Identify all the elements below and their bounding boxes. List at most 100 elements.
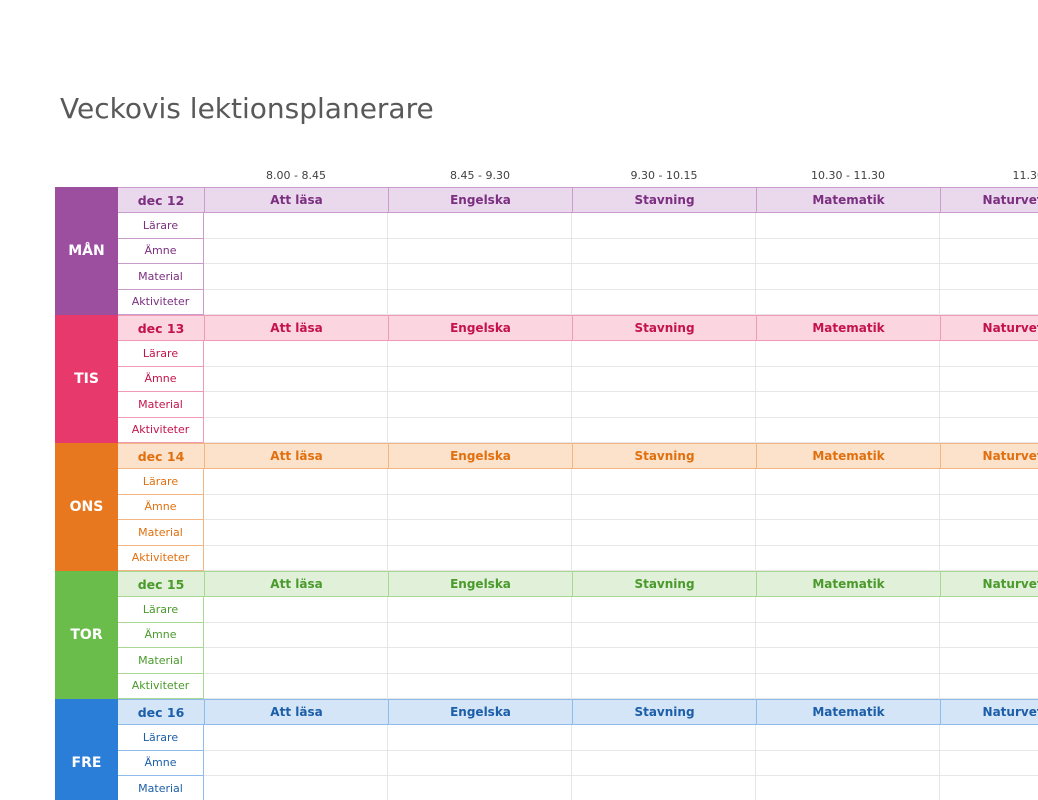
row-label: Ämne [118,238,204,264]
lesson-cell [756,673,940,699]
subject-header: Stavning [572,571,756,597]
lesson-cell [940,392,1038,418]
lesson-cell [756,648,940,674]
day-name: TOR [55,571,118,699]
lesson-cell [204,545,388,571]
row-label: Aktiviteter [118,417,204,443]
lesson-cell [940,290,1038,315]
lesson-cell [572,648,756,674]
row-label: Aktiviteter [118,289,204,315]
lesson-cell [940,725,1038,751]
lesson-cell [388,213,572,239]
lesson-cell [204,648,388,674]
lesson-cell [756,289,940,315]
subject-header: Engelska [388,699,572,725]
time-header: 8.45 - 9.30 [450,168,510,182]
lesson-cell [756,264,940,290]
lesson-cell [204,264,388,290]
row-label: Material [118,520,204,546]
lesson-cell [388,417,572,443]
row-label: Lärare [118,469,204,495]
row-label: Ämne [118,366,204,392]
lesson-cell [572,238,756,264]
lesson-cell [388,776,572,800]
lesson-cell [940,546,1038,571]
subject-header: Engelska [388,443,572,469]
subject-header: Naturvetenska [940,571,1038,597]
lesson-cell [940,469,1038,495]
lesson-cell [572,776,756,800]
lesson-cell [572,673,756,699]
lesson-cell [204,289,388,315]
subject-header: Att läsa [204,315,388,341]
row-label: Ämne [118,622,204,648]
lesson-cell [572,341,756,367]
lesson-cell [388,366,572,392]
date-cell: dec 16 [118,699,204,725]
time-header: 9.30 - 10.15 [630,168,698,182]
lesson-cell [940,648,1038,674]
lesson-cell [388,597,572,623]
lesson-cell [756,213,940,239]
lesson-cell [756,776,940,800]
lesson-cell [756,545,940,571]
lesson-cell [940,751,1038,776]
row-label: Material [118,648,204,674]
lesson-cell [940,367,1038,392]
lesson-cell [572,597,756,623]
row-label: Lärare [118,725,204,751]
lesson-cell [940,495,1038,520]
lesson-cell [756,469,940,495]
row-label: Material [118,264,204,290]
subject-header: Naturvetenska [940,187,1038,213]
lesson-cell [388,494,572,520]
lesson-cell [756,341,940,367]
lesson-cell [572,417,756,443]
lesson-cell [204,213,388,239]
subject-header: Matematik [756,187,940,213]
lesson-cell [572,392,756,418]
lesson-cell [756,238,940,264]
lesson-cell [940,520,1038,546]
row-label: Lärare [118,341,204,367]
subject-header: Stavning [572,187,756,213]
day-name: TIS [55,315,118,443]
lesson-cell [204,392,388,418]
lesson-cell [388,520,572,546]
time-header: 8.00 - 8.45 [266,168,326,182]
subject-header: Matematik [756,443,940,469]
lesson-cell [756,622,940,648]
lesson-cell [572,366,756,392]
subject-header: Naturvetenska [940,443,1038,469]
lesson-cell [388,341,572,367]
row-label: Aktiviteter [118,545,204,571]
lesson-cell [756,725,940,751]
date-cell: dec 14 [118,443,204,469]
subject-header: Matematik [756,571,940,597]
subject-header: Engelska [388,187,572,213]
day-name: MÅN [55,187,118,315]
lesson-cell [388,725,572,751]
time-header: 11.30 - [1012,168,1038,182]
subject-header: Naturvetenska [940,699,1038,725]
lesson-cell [204,366,388,392]
lesson-cell [940,341,1038,367]
day-name: ONS [55,443,118,571]
row-label: Lärare [118,213,204,239]
lesson-cell [940,776,1038,800]
lesson-cell [388,750,572,776]
subject-header: Stavning [572,443,756,469]
lesson-cell [388,622,572,648]
lesson-cell [572,494,756,520]
lesson-cell [572,520,756,546]
subject-header: Matematik [756,315,940,341]
lesson-cell [940,597,1038,623]
subject-header: Matematik [756,699,940,725]
lesson-cell [204,494,388,520]
lesson-cell [388,392,572,418]
row-label: Lärare [118,597,204,623]
subject-header: Engelska [388,315,572,341]
lesson-cell [572,264,756,290]
lesson-cell [388,469,572,495]
lesson-cell [572,545,756,571]
